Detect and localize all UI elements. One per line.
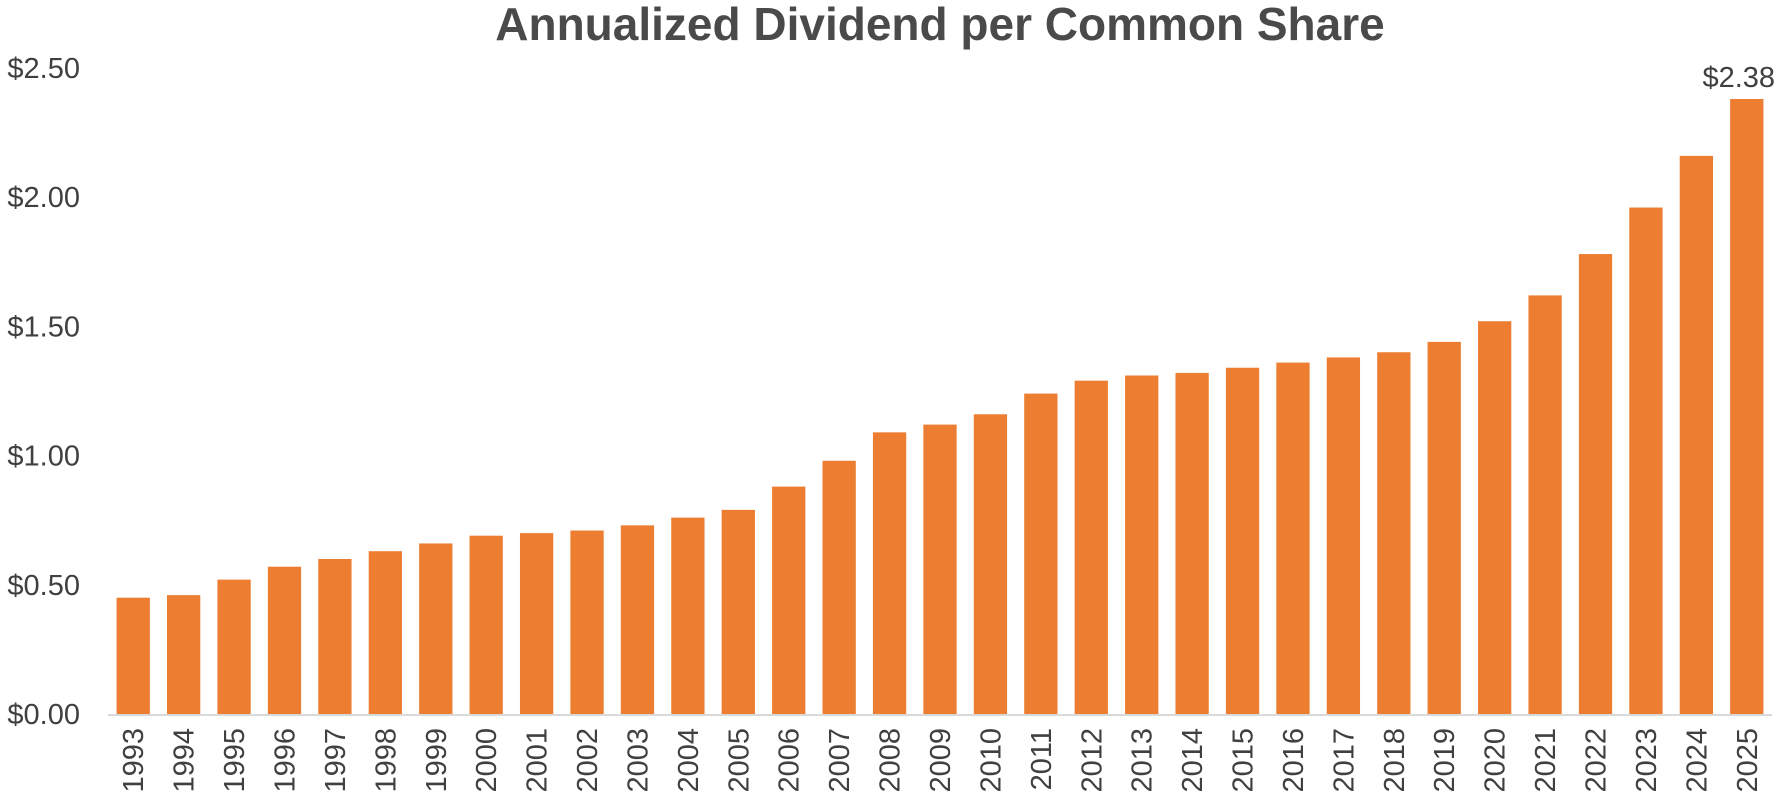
bar-2010 <box>973 414 1008 714</box>
bar-2002 <box>570 530 604 714</box>
bar-2003 <box>620 525 655 714</box>
x-tick-label: 2009 <box>925 728 957 793</box>
bar-1994 <box>166 595 201 714</box>
bar-1993 <box>116 597 150 714</box>
bar-2013 <box>1125 375 1159 714</box>
bar-1997 <box>318 558 352 714</box>
bar-2000 <box>469 535 503 714</box>
x-tick-label: 2007 <box>824 728 856 793</box>
x-tick-label: 2005 <box>723 728 755 793</box>
x-tick-label: 2006 <box>774 728 806 793</box>
x-tick-label: 2019 <box>1429 728 1461 793</box>
x-tick-label: 2016 <box>1278 728 1310 793</box>
y-tick-label: $2.50 <box>7 53 80 85</box>
x-tick-label: 2024 <box>1681 728 1713 793</box>
y-tick-label: $1.50 <box>7 311 80 343</box>
y-axis: $0.00 $0.50 $1.00 $1.50 $2.00 $2.50 <box>7 53 80 731</box>
bar-2025 <box>1730 99 1764 715</box>
bar-2020 <box>1478 321 1512 714</box>
x-tick-label: 2008 <box>875 728 907 793</box>
bar-2015 <box>1225 367 1260 714</box>
x-tick-label: 1993 <box>118 728 150 793</box>
bar-2024 <box>1679 155 1714 714</box>
bar-2006 <box>772 486 806 714</box>
x-tick-label: 2000 <box>471 728 503 793</box>
chart-title: Annualized Dividend per Common Share <box>495 0 1384 50</box>
x-tick-label: 2012 <box>1076 728 1108 793</box>
x-tick-label: 2010 <box>975 728 1007 793</box>
bar-2022 <box>1578 254 1613 714</box>
y-tick-label: $0.50 <box>7 570 80 602</box>
data-labels: $2.38 <box>1702 62 1775 94</box>
x-tick-label: 1997 <box>320 728 352 793</box>
bar-2012 <box>1074 380 1108 714</box>
x-tick-label: 2013 <box>1127 728 1159 793</box>
y-tick-label: $2.00 <box>7 182 80 214</box>
bar-2011 <box>1024 393 1058 714</box>
bar-2005 <box>721 509 755 714</box>
x-tick-label: 2020 <box>1480 728 1512 793</box>
x-tick-label: 2018 <box>1379 728 1411 793</box>
bar-2021 <box>1528 295 1562 714</box>
x-tick-label: 2023 <box>1631 728 1663 793</box>
bar-2014 <box>1175 372 1209 714</box>
y-tick-label: $0.00 <box>7 699 80 731</box>
bar-2007 <box>822 460 856 714</box>
bar-2009 <box>923 424 957 714</box>
bar-2023 <box>1629 207 1663 714</box>
bar-1999 <box>419 543 453 714</box>
x-tick-label: 1994 <box>169 728 201 793</box>
x-tick-label: 2015 <box>1228 728 1260 793</box>
x-tick-label: 1995 <box>219 728 251 793</box>
bar-2004 <box>671 517 705 714</box>
bar-1998 <box>368 551 402 714</box>
x-tick-label: 2021 <box>1530 728 1562 793</box>
y-tick-label: $1.00 <box>7 441 80 473</box>
x-tick-label: 1999 <box>421 728 453 793</box>
x-tick-label: 2017 <box>1328 728 1360 793</box>
x-tick-label: 2025 <box>1732 728 1764 793</box>
bars <box>116 99 1764 715</box>
bar-2016 <box>1276 362 1310 714</box>
x-tick-label: 2011 <box>1026 728 1058 790</box>
bar-2019 <box>1427 341 1461 714</box>
bar-1995 <box>217 579 251 714</box>
bar-2017 <box>1326 357 1361 714</box>
bar-1996 <box>267 566 302 714</box>
bar-2008 <box>872 432 907 714</box>
x-tick-label: 2022 <box>1581 728 1613 793</box>
x-tick-label: 2004 <box>673 728 705 793</box>
x-tick-label: 1998 <box>370 728 402 793</box>
data-label: $2.38 <box>1702 62 1775 94</box>
bar-2018 <box>1377 352 1411 714</box>
x-tick-label: 2014 <box>1177 728 1209 793</box>
x-tick-label: 2001 <box>522 728 554 793</box>
x-tick-label: 2003 <box>622 728 654 793</box>
x-tick-label: 1996 <box>269 728 301 793</box>
x-axis: 1993 1994 1995 1996 1997 1998 1999 2000 2001 2002… <box>118 728 1764 793</box>
x-tick-label: 2002 <box>572 728 604 793</box>
bar-2001 <box>519 533 554 714</box>
